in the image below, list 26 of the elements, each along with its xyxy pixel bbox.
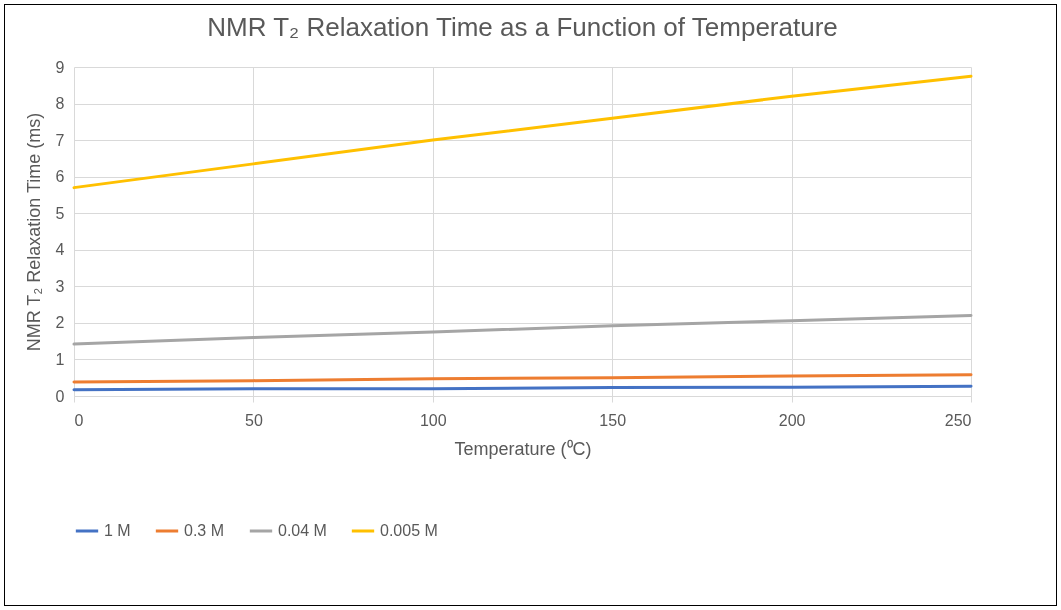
x-axis-title: Temperature (⁰C) <box>454 438 592 459</box>
y-tick-label: 8 <box>55 95 65 113</box>
legend-label: 0.04 M <box>278 522 327 539</box>
x-tick-label: 50 <box>245 411 263 429</box>
legend-label: 0.005 M <box>380 522 438 539</box>
y-tick-label: 2 <box>55 314 65 332</box>
y-tick-label: 1 <box>55 350 65 368</box>
y-tick-label: 4 <box>55 241 65 259</box>
y-tick-label: 3 <box>55 277 65 295</box>
line-series <box>72 74 973 190</box>
line-series <box>72 314 973 346</box>
y-axis-title: NMR T₂ Relaxation Time (ms) <box>23 112 44 352</box>
line-series <box>72 373 973 384</box>
chart-title: NMR T₂ Relaxation Time as a Function of Temperature <box>207 12 838 42</box>
y-tick-label: 5 <box>55 204 65 222</box>
y-tick-label: 6 <box>55 168 65 186</box>
x-tick-label: 0 <box>74 411 84 429</box>
y-tick-label: 7 <box>55 131 65 149</box>
y-tick-label: 9 <box>55 58 65 76</box>
legend-label: 0.3 M <box>184 522 225 539</box>
x-tick-label: 150 <box>599 411 627 429</box>
legend-label: 1 M <box>104 522 131 539</box>
x-tick-label: 200 <box>778 411 806 429</box>
x-tick-label: 250 <box>944 411 972 429</box>
y-tick-label: 0 <box>55 387 65 405</box>
x-tick-label: 100 <box>419 411 447 429</box>
